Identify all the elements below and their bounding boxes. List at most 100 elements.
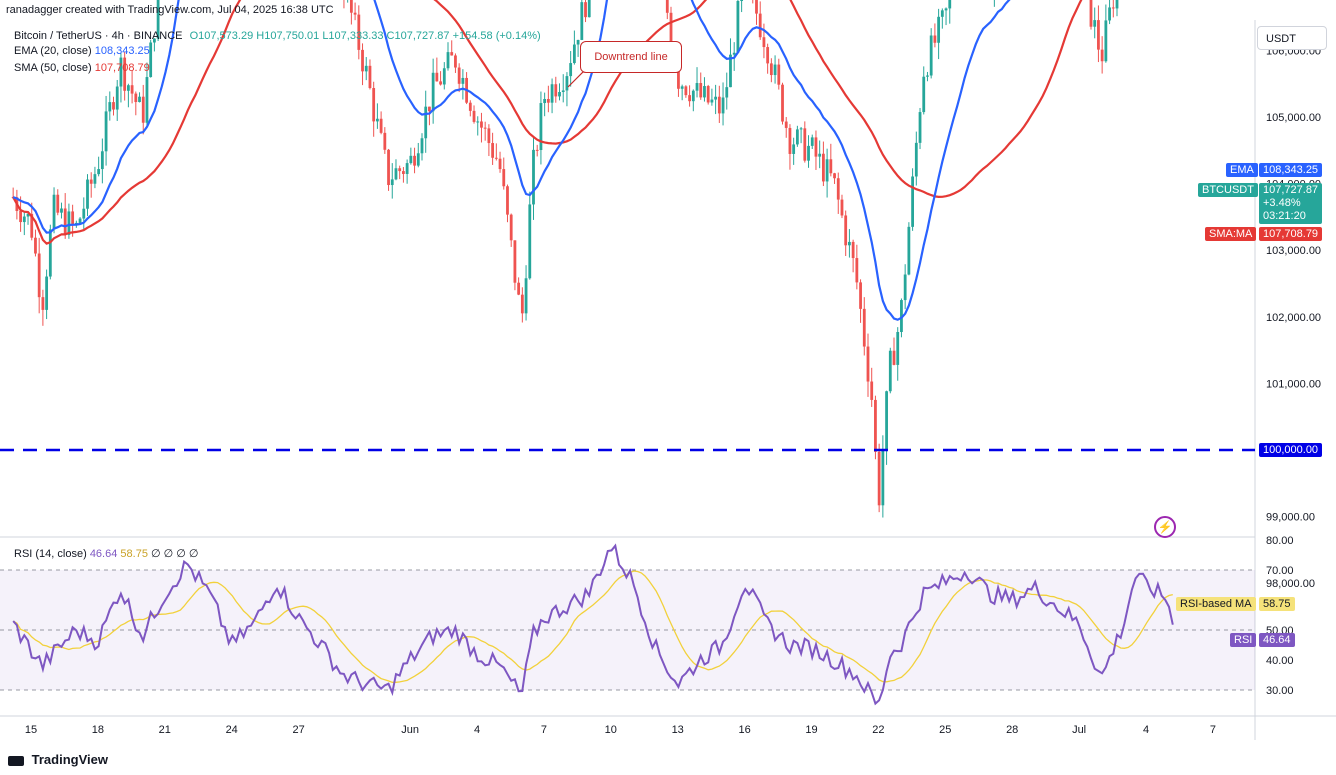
time-tick-label: Jun — [401, 724, 419, 736]
candle-body — [119, 57, 123, 87]
time-tick-label: 18 — [92, 724, 104, 736]
price-tag-box: 107,727.87 +3.48% 03:21:20 — [1259, 183, 1323, 224]
candle-body — [19, 210, 22, 223]
candle-body — [948, 0, 952, 9]
candle-body — [803, 128, 807, 161]
candle-body — [93, 174, 97, 184]
sma-legend-label: SMA (50, close) — [14, 62, 92, 74]
candle-body — [67, 211, 71, 235]
candle-body — [442, 68, 446, 85]
candle-body — [30, 213, 34, 238]
candle-body — [896, 332, 900, 365]
candle-body — [940, 10, 944, 17]
time-tick-label: 25 — [939, 724, 951, 736]
price-tick-label: 98,000.00 — [1266, 578, 1315, 590]
sma-tag-label: SMA:MA — [1205, 227, 1257, 241]
rsi-ma-tag-value: 58.75 — [1259, 597, 1295, 611]
candle-body — [361, 49, 364, 72]
candle-body — [405, 163, 409, 174]
candle-body — [558, 92, 561, 97]
candle-body — [420, 138, 424, 154]
candle-body — [461, 77, 465, 84]
candle-body — [885, 391, 888, 452]
candle-body — [814, 137, 818, 157]
candle-body — [1104, 20, 1108, 62]
price-tag-timer: 03:21:20 — [1263, 210, 1306, 222]
candle-body — [517, 282, 521, 295]
rsi-legend[interactable]: RSI (14, close) 46.64 58.75 ∅ ∅ ∅ ∅ — [14, 547, 199, 560]
candle-body — [1089, 0, 1093, 27]
candle-body — [703, 86, 706, 98]
candle-body — [416, 153, 420, 166]
candle-body — [691, 90, 695, 102]
time-tick-label: 4 — [1143, 724, 1149, 736]
candle-body — [1108, 7, 1111, 21]
price-tag-label: BTCUSDT — [1198, 183, 1258, 197]
candle-body — [97, 169, 101, 175]
time-tick-label: 7 — [1210, 724, 1216, 736]
candle-body — [439, 81, 442, 85]
candle-body — [580, 2, 584, 40]
rsi-legend-extra: ∅ ∅ ∅ ∅ — [151, 548, 199, 560]
candle-body — [409, 155, 413, 164]
candle-body — [108, 102, 112, 112]
candle-body — [810, 137, 814, 146]
candle-body — [387, 149, 390, 186]
candle-body — [550, 84, 554, 103]
price-axis[interactable]: 111,000.00110,000.00109,000.00108,000.00… — [1266, 0, 1321, 697]
price-tick-label: 103,000.00 — [1266, 245, 1321, 257]
candle-body — [888, 350, 892, 392]
candle-body — [699, 83, 703, 98]
rsi-legend-label: RSI (14, close) — [14, 548, 87, 560]
currency-selector[interactable]: USDT — [1257, 26, 1327, 50]
candle-body — [379, 118, 383, 133]
candle-body — [914, 142, 918, 177]
rsi-tick-label: 30.00 — [1266, 685, 1294, 697]
chart-credit: ranadagger created with TradingView.com,… — [6, 4, 334, 16]
candle-body — [706, 86, 710, 103]
candle-body — [821, 153, 825, 182]
candle-body — [528, 204, 532, 279]
time-axis[interactable]: 15 18 21 24 27 Jun 4 7 10 13 16 19 22 25 28 Jul 4 7 — [25, 724, 1216, 736]
candle-body — [100, 151, 104, 170]
time-tick-label: 16 — [738, 724, 750, 736]
time-tick-label: 24 — [226, 724, 238, 736]
downtrend-annotation[interactable]: Downtrend line — [580, 41, 682, 73]
candle-body — [364, 65, 368, 72]
sma-tag-value: 107,708.79 — [1259, 227, 1323, 241]
candle-body — [892, 350, 896, 365]
rsi-tag-value: 46.64 — [1259, 633, 1295, 647]
candle-body — [134, 93, 138, 103]
ema-legend[interactable]: EMA (20, close) 108,343.25 — [14, 45, 150, 57]
sma-legend[interactable]: SMA (50, close) 107,708.79 — [14, 62, 150, 74]
ema-legend-value: 108,343.25 — [94, 45, 150, 57]
candle-body — [1115, 0, 1119, 9]
candle-body — [569, 63, 573, 77]
candle-body — [773, 64, 777, 76]
candle-body — [476, 121, 480, 123]
lightning-icon[interactable]: ⚡ — [1154, 516, 1176, 538]
ema-legend-label: EMA (20, close) — [14, 45, 92, 57]
candle-body — [86, 179, 89, 209]
candle-body — [71, 211, 75, 225]
candle-body — [472, 110, 476, 122]
candle-body — [435, 72, 439, 82]
candle-body — [126, 85, 130, 91]
candle-body — [836, 178, 840, 200]
tradingview-logo-text: TradingView — [31, 752, 108, 767]
candle-body — [784, 121, 788, 128]
candle-body — [130, 85, 134, 94]
candle-body — [532, 149, 535, 205]
candle-body — [368, 65, 372, 89]
tradingview-logo[interactable]: TradingView — [8, 752, 108, 767]
candle-body — [498, 158, 502, 170]
candle-body — [717, 96, 721, 114]
candle-body — [851, 241, 855, 259]
candle-body — [665, 0, 669, 13]
time-tick-label: 4 — [474, 724, 480, 736]
time-tick-label: 13 — [672, 724, 684, 736]
symbol-name[interactable]: Bitcoin / TetherUS · 4h · BINANCE — [14, 30, 183, 42]
candle-body — [446, 52, 450, 69]
candle-body — [506, 186, 509, 215]
